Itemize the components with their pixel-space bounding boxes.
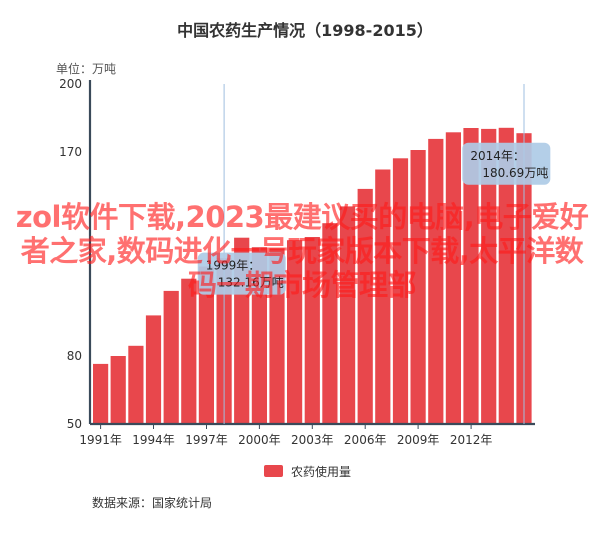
tooltip-box [197,252,286,295]
chart-title: 中国农药生产情况（1998-2015） [177,21,433,40]
tooltip-value: 180.69万吨 [482,166,548,180]
legend[interactable]: 农药使用量 [264,464,351,479]
unit-label: 单位：万吨 [56,61,116,76]
bar-1991 [93,363,109,424]
bar-1993 [128,345,144,424]
legend-swatch [264,465,283,477]
bar-1997 [198,266,214,424]
x-tick-label-2000: 2000年 [238,433,281,447]
tooltip-2014: 2014年： 180.69万吨 [462,142,551,185]
bar-2013 [481,128,497,424]
bar-2002 [287,240,303,424]
bar-2010 [428,138,444,424]
x-tick-label-1994: 1994年 [132,433,175,447]
y-tick-label-50: 50 [67,417,82,431]
x-tick-label-2012: 2012年 [450,433,493,447]
tooltip-year: 2014年： [470,149,525,163]
x-tick-label-1991: 1991年 [79,433,122,447]
tooltip-1999: 1999年： 132.16万吨 [197,252,286,295]
bar-2014 [498,127,514,425]
tooltip-year: 1999年： [206,259,261,273]
legend-label: 农药使用量 [291,464,351,479]
y-tick-label-80: 80 [67,349,82,363]
bar-2012 [463,128,479,424]
y-tick-label-200: 200 [59,77,82,91]
x-tick-label-2003: 2003年 [291,433,334,447]
tooltip-value: 132.16万吨 [218,276,284,290]
bar-2008 [392,158,409,425]
bar-2009 [410,150,426,424]
bar-2004 [322,223,338,424]
source-note: 数据来源：国家统计局 [92,495,212,510]
x-tick-label-1997: 1997年 [185,433,228,447]
bar-1994 [145,315,162,424]
bar-2003 [304,237,320,424]
bar-2011 [445,132,461,425]
bar-1996 [181,278,197,424]
bar-2006 [357,188,373,424]
bar-1992 [110,356,126,424]
y-axis-labels: 50 80 170 200 [59,77,82,431]
bar-2005 [340,206,356,424]
x-tick-label-2009: 2009年 [397,433,440,447]
tooltips: 2014年： 180.69万吨 1999年： 132.16万吨 [197,142,551,295]
bar-1995 [163,290,179,424]
tooltip-box [462,142,551,185]
y-tick-label-170: 170 [59,145,82,159]
bar-2007 [375,169,391,424]
x-tick-label-2006: 2006年 [344,433,387,447]
x-axis-labels: 1991年 1994年 1997年 2000年 2003年 2006年 2009年 2012年 [79,424,492,447]
